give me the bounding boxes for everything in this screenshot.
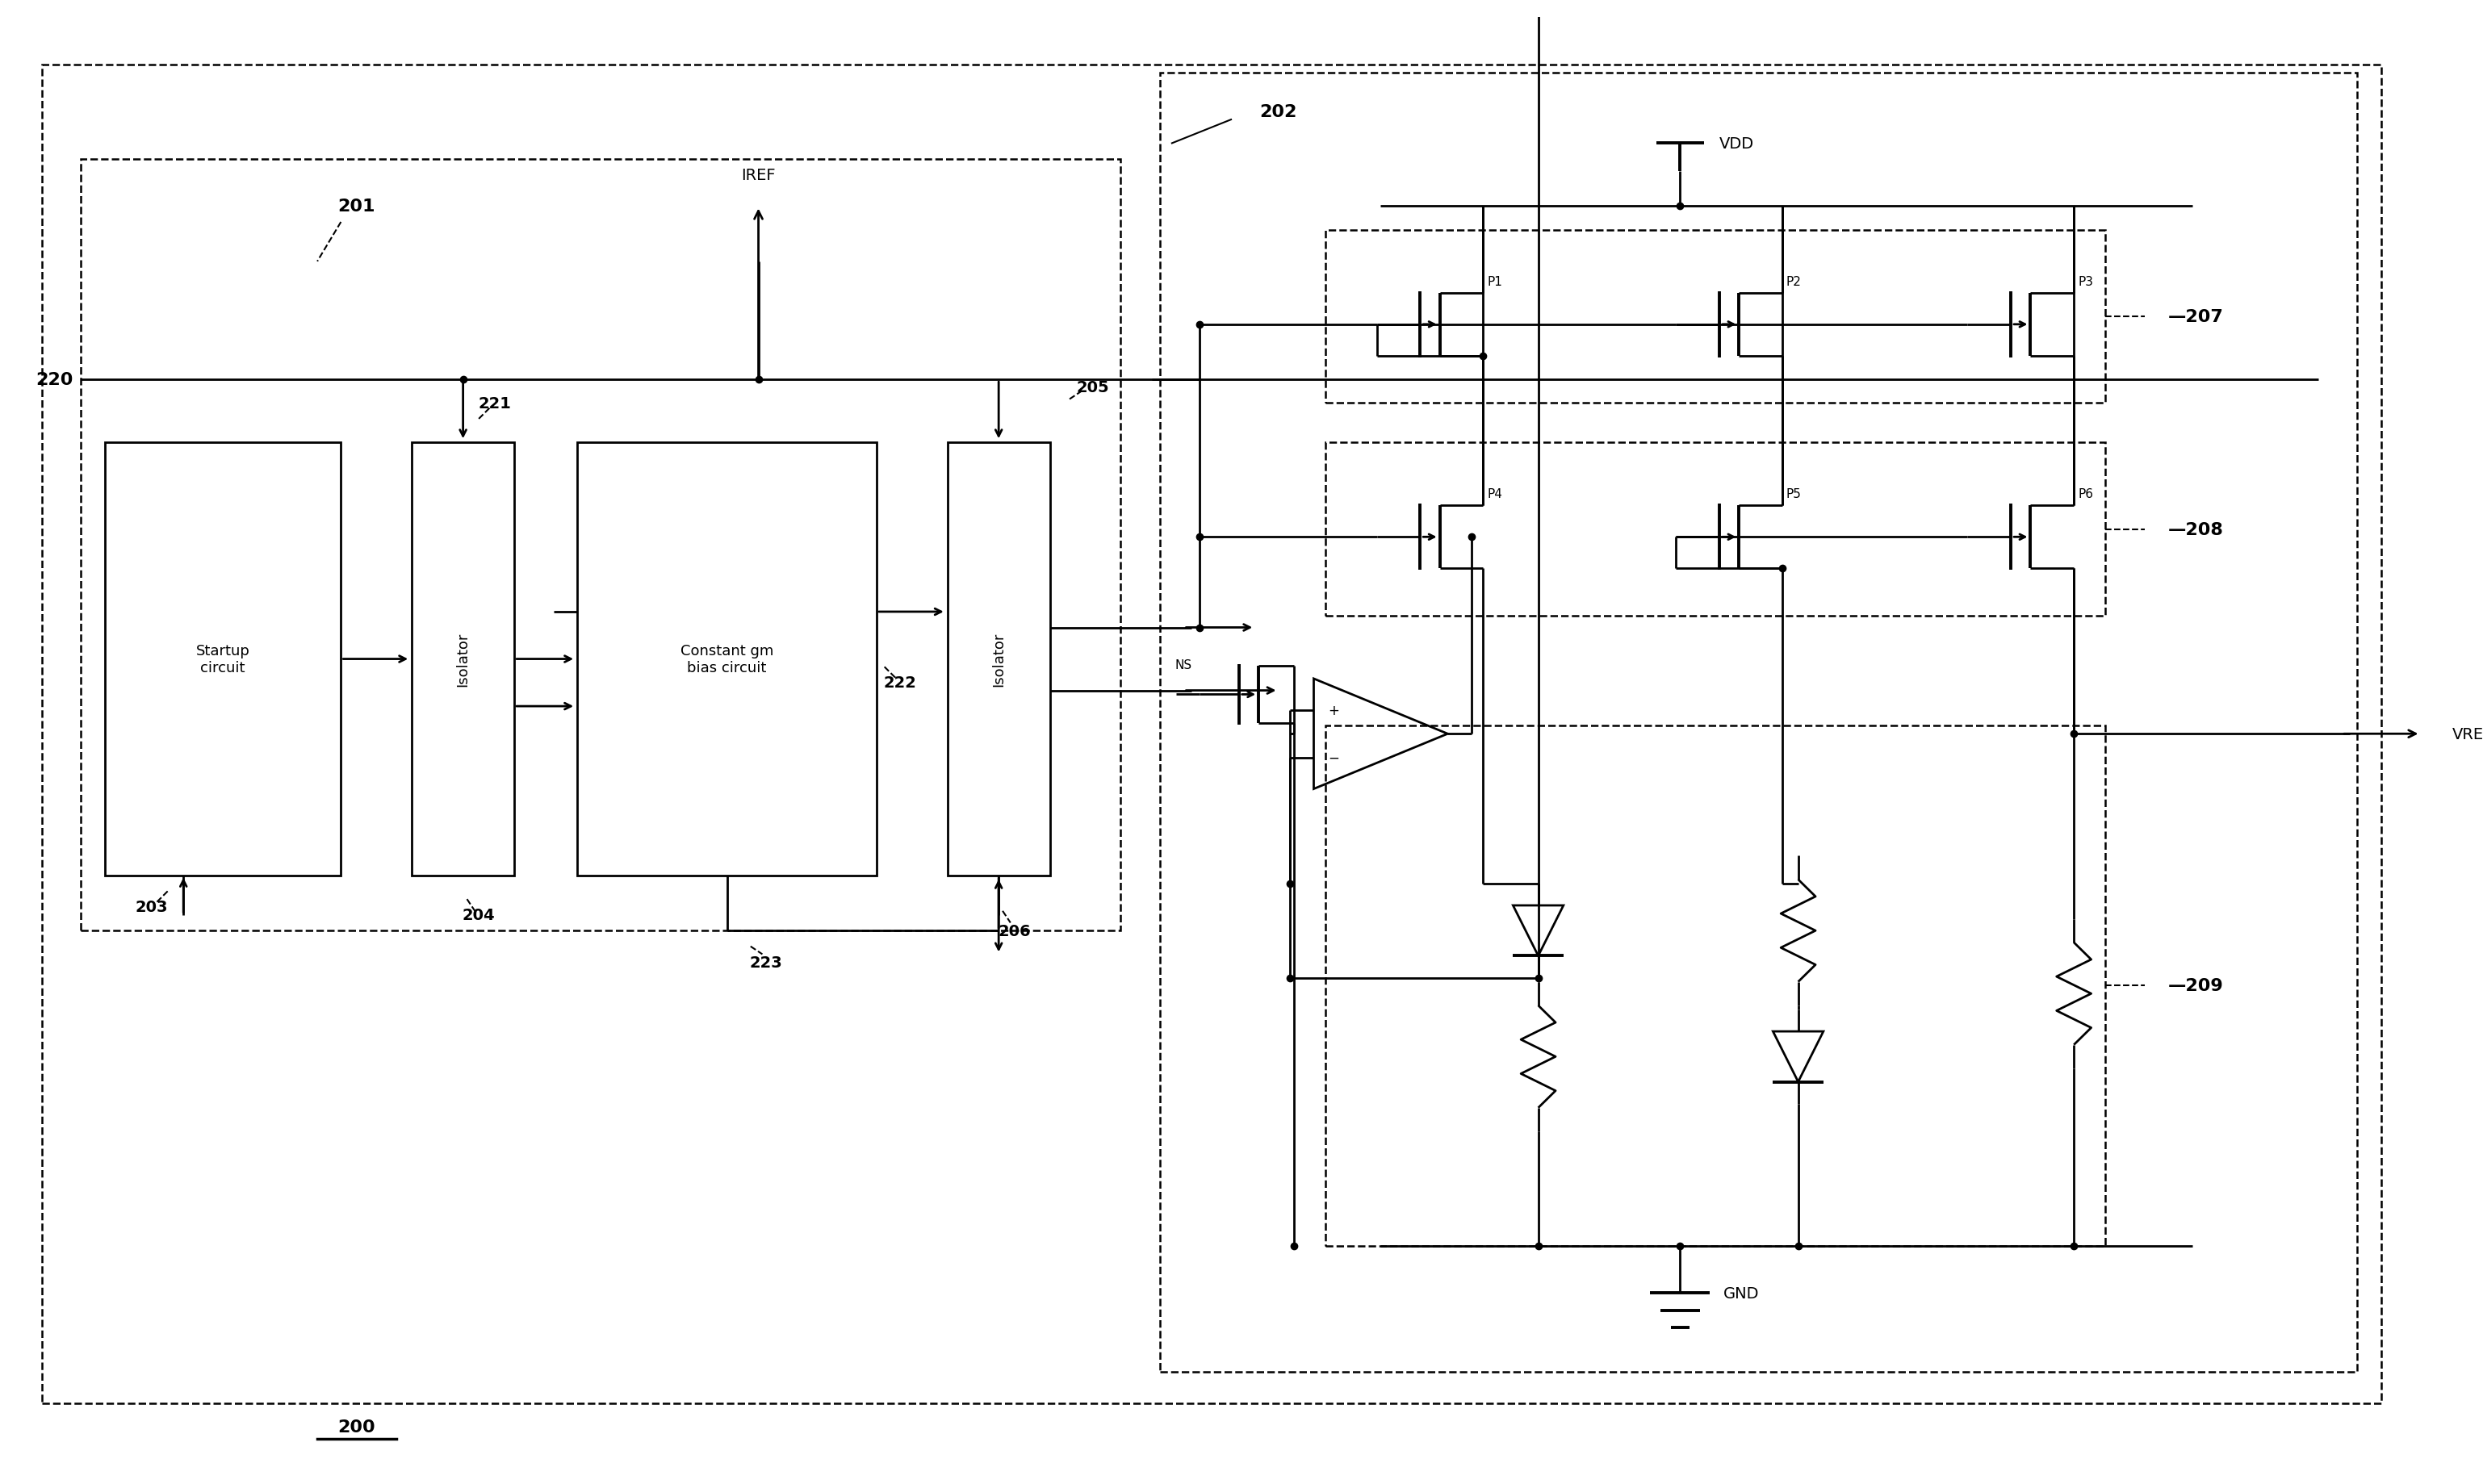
Bar (1160, 73, 2356, 1371)
Text: 202: 202 (1259, 104, 1296, 120)
Text: Isolator: Isolator (457, 632, 469, 687)
Bar (104, 442, 340, 876)
Text: —208: —208 (2168, 521, 2225, 537)
Text: Constant gm
bias circuit: Constant gm bias circuit (680, 644, 775, 675)
Bar (82, 160, 1120, 930)
Text: 222: 222 (884, 675, 916, 690)
Text: 220: 220 (35, 372, 72, 387)
Text: —207: —207 (2168, 309, 2225, 325)
Text: GND: GND (1723, 1285, 1760, 1300)
Text: P6: P6 (2078, 488, 2093, 500)
Text: 223: 223 (750, 954, 782, 971)
Text: +: + (1328, 703, 1338, 718)
Bar (412, 442, 514, 876)
Text: 206: 206 (998, 923, 1030, 938)
Bar (1326, 442, 2106, 616)
Text: −: − (1328, 751, 1338, 764)
Bar (1326, 230, 2106, 404)
Text: Startup
circuit: Startup circuit (196, 644, 251, 675)
Text: Isolator: Isolator (991, 632, 1006, 687)
Text: —209: —209 (2168, 978, 2225, 994)
Text: P4: P4 (1487, 488, 1502, 500)
Bar (949, 442, 1050, 876)
Text: VREF: VREF (2451, 727, 2483, 742)
Text: P3: P3 (2078, 276, 2093, 288)
Text: 203: 203 (137, 899, 169, 916)
Bar (576, 442, 876, 876)
Text: 204: 204 (462, 908, 494, 923)
Text: 201: 201 (338, 199, 375, 215)
Text: 205: 205 (1078, 380, 1110, 396)
Text: 200: 200 (338, 1419, 375, 1435)
Text: P5: P5 (1785, 488, 1803, 500)
Text: VDD: VDD (1718, 137, 1753, 151)
Text: P1: P1 (1487, 276, 1502, 288)
Text: P2: P2 (1785, 276, 1803, 288)
Text: IREF: IREF (742, 168, 775, 183)
Text: 221: 221 (479, 396, 511, 411)
Text: NS: NS (1174, 659, 1192, 671)
Bar (1326, 726, 2106, 1245)
